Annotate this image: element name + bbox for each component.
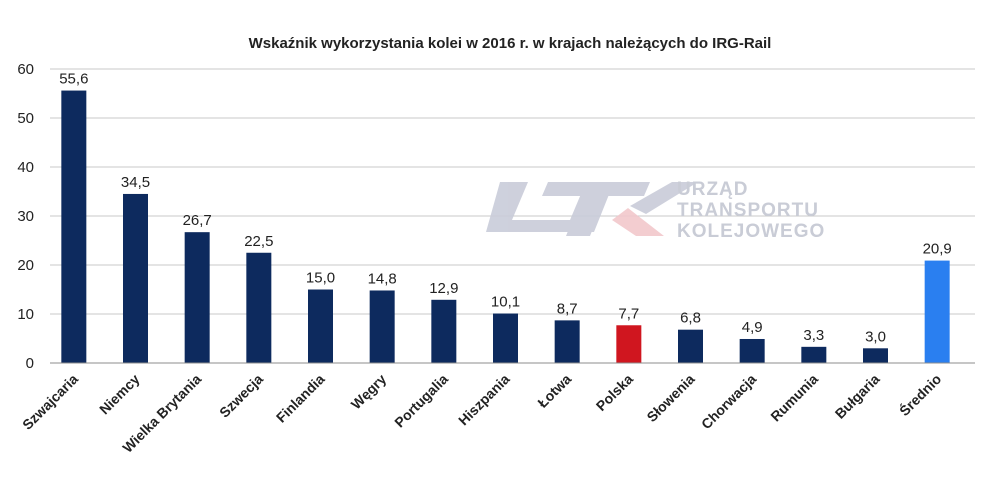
y-tick-label: 10 xyxy=(17,306,34,323)
bar xyxy=(184,232,210,363)
x-tick-label: Średnio xyxy=(895,370,944,419)
data-label: 7,7 xyxy=(618,305,639,322)
bar xyxy=(246,252,272,363)
data-label: 34,5 xyxy=(121,174,150,191)
x-tick-label: Portugalia xyxy=(391,371,451,431)
x-tick-label: Bułgaria xyxy=(832,371,883,422)
x-tick-label: Węgry xyxy=(348,371,390,413)
data-label: 12,9 xyxy=(429,280,458,297)
data-label: 15,0 xyxy=(306,270,335,287)
x-tick-label: Niemcy xyxy=(96,371,143,418)
bar xyxy=(61,90,87,363)
y-tick-label: 60 xyxy=(17,61,34,78)
data-label: 22,5 xyxy=(244,233,273,250)
bars xyxy=(61,90,950,363)
utk-logo-mark xyxy=(486,182,698,236)
data-label: 26,7 xyxy=(183,212,212,229)
bar xyxy=(863,348,888,363)
y-tick-label: 50 xyxy=(17,110,34,127)
x-tick-label: Słowenia xyxy=(643,371,697,425)
data-label: 3,3 xyxy=(803,327,824,344)
watermark-text: KOLEJOWEGO xyxy=(677,221,825,242)
bar xyxy=(369,290,395,363)
x-tick-label: Polska xyxy=(593,371,636,414)
x-tick-label: Szwajcaria xyxy=(19,371,81,433)
y-tick-label: 20 xyxy=(17,257,34,274)
x-tick-label: Szwecja xyxy=(216,371,266,421)
x-tick-label: Hiszpania xyxy=(455,371,513,429)
data-label: 14,8 xyxy=(368,270,397,287)
bar xyxy=(616,325,642,363)
watermark-text: URZĄD xyxy=(677,179,749,200)
bar xyxy=(123,193,148,363)
bar xyxy=(554,320,580,363)
bar xyxy=(493,313,518,363)
data-label: 10,1 xyxy=(491,294,520,311)
bar xyxy=(308,289,333,363)
watermark-text: TRANSPORTU xyxy=(677,200,819,221)
chart-title: Wskaźnik wykorzystania kolei w 2016 r. w… xyxy=(249,35,772,52)
data-label: 8,7 xyxy=(557,300,578,317)
data-label: 55,6 xyxy=(59,71,88,88)
data-label: 4,9 xyxy=(742,319,763,336)
bar xyxy=(678,329,703,363)
bar xyxy=(801,346,827,363)
y-tick-label: 30 xyxy=(17,208,34,225)
y-tick-label: 40 xyxy=(17,159,34,176)
data-label: 20,9 xyxy=(923,241,952,258)
x-tick-label: Finlandia xyxy=(273,371,328,426)
bar xyxy=(924,260,950,363)
bar xyxy=(431,299,457,363)
x-tick-label: Rumunia xyxy=(767,371,821,425)
x-tick-label: Chorwacja xyxy=(698,371,760,433)
data-label: 6,8 xyxy=(680,310,701,327)
y-axis-ticks: 0 10 20 30 40 50 60 xyxy=(17,61,34,372)
y-tick-label: 0 xyxy=(26,355,34,372)
bar xyxy=(739,338,765,363)
data-labels: 55,6 34,5 26,7 22,5 15,0 14,8 12,9 10,1 8,7 7,7 6,… xyxy=(59,71,952,346)
x-tick-label: Łotwa xyxy=(534,371,574,411)
data-label: 3,0 xyxy=(865,328,886,345)
